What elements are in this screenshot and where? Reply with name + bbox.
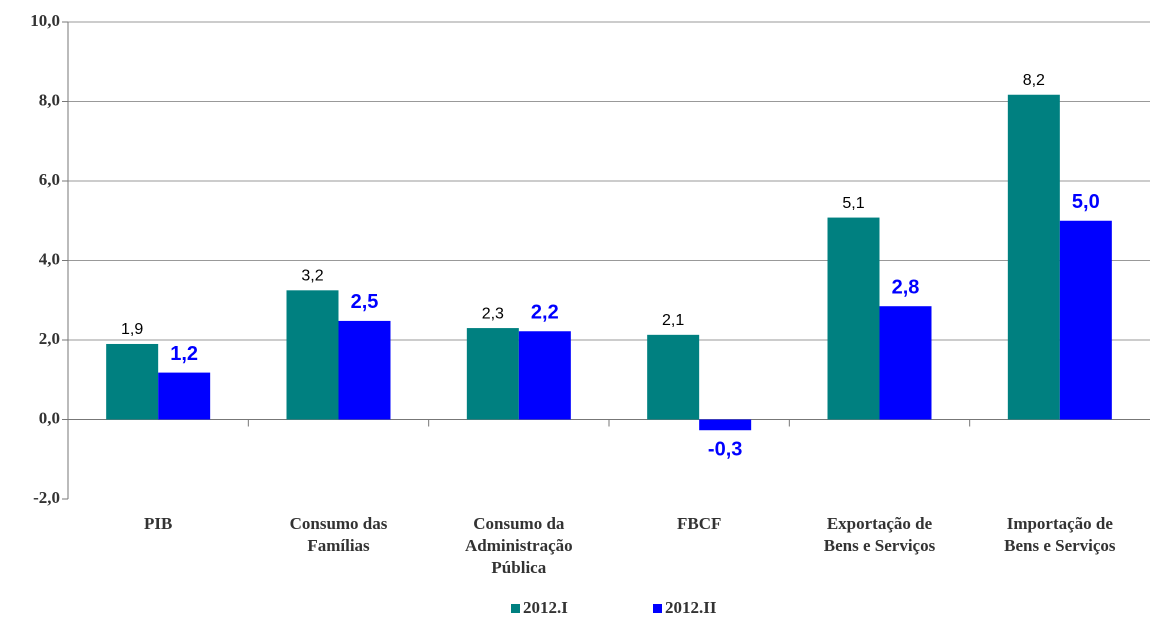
x-tick-label-line: Consumo da: [473, 514, 565, 533]
y-tick-label: 6,0: [39, 170, 60, 189]
value-label: 8,2: [1023, 72, 1045, 89]
y-tick-label: 2,0: [39, 329, 60, 348]
value-label: 2,8: [892, 276, 920, 298]
value-label: 2,1: [662, 312, 684, 329]
x-tick-label: Consumo da Administração Pública: [465, 514, 573, 577]
x-tick-label-line: FBCF: [677, 514, 721, 533]
value-label: 2,5: [351, 291, 379, 313]
value-label: 2,2: [531, 302, 559, 324]
bar: [647, 334, 700, 420]
x-tick-label: Exportação de Bens e Serviços: [824, 514, 936, 555]
bar: [1007, 94, 1060, 420]
x-tick-label: FBCF: [677, 514, 721, 533]
y-tick-label: 4,0: [39, 249, 60, 268]
legend-swatch: [653, 604, 662, 613]
x-tick-label-line: PIB: [144, 514, 172, 533]
legend-swatch: [511, 604, 520, 613]
x-tick-label-line: Pública: [491, 558, 546, 577]
y-tick-label: 8,0: [39, 90, 60, 109]
x-tick-label-line: Importação de: [1007, 514, 1114, 533]
y-tick-label: 10,0: [30, 11, 60, 30]
x-tick-label: Importação de Bens e Serviços: [1004, 514, 1116, 555]
x-tick-label-line: Administração: [465, 536, 573, 555]
bar: [827, 217, 880, 420]
value-label: 3,2: [301, 268, 323, 285]
bar: [699, 419, 752, 431]
bar: [338, 320, 391, 420]
bar: [466, 328, 519, 420]
y-tick-label: -2,0: [33, 488, 60, 507]
value-label: 1,2: [170, 343, 198, 365]
value-label: 5,1: [842, 195, 864, 212]
legend-label: 2012.II: [665, 598, 717, 617]
x-tick-label-line: Bens e Serviços: [1004, 536, 1116, 555]
y-tick-label: 0,0: [39, 408, 60, 427]
value-label: 1,9: [121, 321, 143, 338]
value-label: 5,0: [1072, 191, 1100, 213]
bar: [286, 290, 339, 420]
bar: [158, 372, 211, 420]
x-tick-label-line: Consumo das: [290, 514, 388, 533]
bar: [879, 306, 932, 420]
legend-label: 2012.I: [523, 598, 568, 617]
value-label: -0,3: [708, 439, 742, 461]
x-tick-label: PIB: [144, 514, 172, 533]
bar: [106, 343, 159, 420]
x-tick-label-line: Exportação de: [827, 514, 933, 533]
bar: [518, 331, 571, 420]
x-tick-label-line: Famílias: [307, 536, 370, 555]
x-tick-label-line: Bens e Serviços: [824, 536, 936, 555]
value-label: 2,3: [482, 305, 504, 322]
x-tick-label: Consumo das Famílias: [290, 514, 388, 555]
bar: [1059, 220, 1112, 420]
